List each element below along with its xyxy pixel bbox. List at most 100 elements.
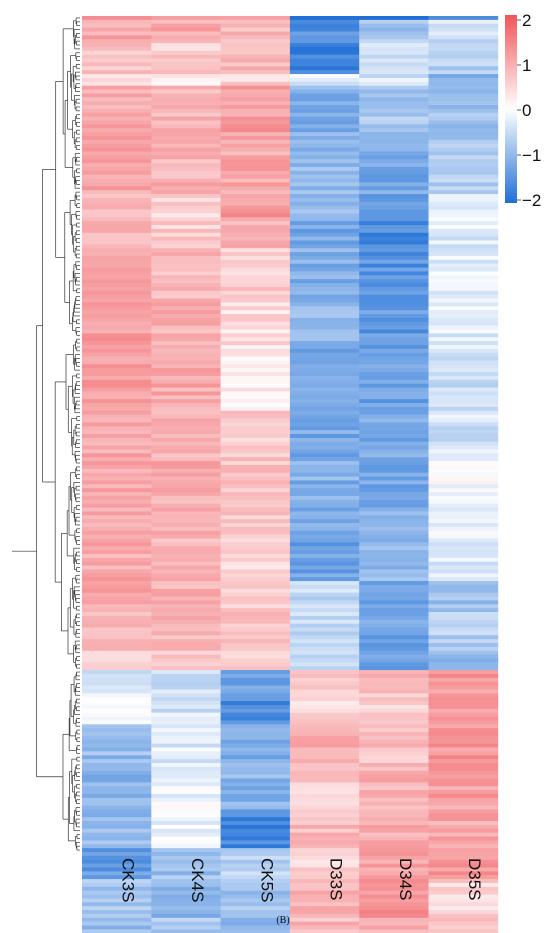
heatmap-cell [428, 426, 499, 431]
heatmap-cell [151, 732, 221, 737]
heatmap-cell [289, 430, 360, 435]
heatmap-cell [428, 863, 499, 868]
heatmap-cell [151, 16, 221, 21]
heatmap-cell [220, 337, 291, 342]
heatmap-cell [428, 499, 499, 505]
heatmap-cell [289, 255, 360, 261]
heatmap-cell [359, 213, 429, 218]
heatmap-cell [428, 666, 499, 671]
heatmap-cell [82, 689, 152, 694]
heatmap-cell [359, 762, 429, 768]
heatmap-cell [151, 863, 221, 868]
heatmap-cell [220, 391, 291, 396]
heatmap-cell [359, 530, 429, 536]
heatmap-cell [151, 670, 221, 675]
color-legend: 2 1 0 −1 −2 [505, 11, 541, 210]
heatmap-cell [220, 534, 291, 539]
heatmap-cell [151, 681, 221, 686]
heatmap-cell [359, 283, 429, 288]
heatmap-cell [151, 828, 221, 834]
heatmap-cell [359, 588, 429, 594]
heatmap-cell [82, 434, 152, 439]
heatmap-cell [428, 867, 499, 872]
heatmap-cell [151, 379, 221, 385]
heatmap-cell [151, 283, 221, 288]
heatmap-cell [289, 228, 360, 234]
heatmap-cell [220, 898, 291, 903]
heatmap-cell [82, 430, 152, 435]
heatmap-cell [289, 639, 360, 644]
heatmap-cell [359, 344, 429, 350]
heatmap-cell [428, 97, 499, 102]
heatmap-cell [220, 194, 291, 199]
heatmap-cell [289, 290, 360, 296]
heatmap-cell [220, 221, 291, 226]
heatmap-cell [151, 534, 221, 539]
heatmap-cell [220, 871, 291, 876]
heatmap-cell [428, 422, 499, 427]
heatmap-cell [428, 135, 499, 141]
heatmap-cell [151, 190, 221, 195]
heatmap-cell [428, 809, 499, 814]
heatmap-cell [428, 209, 499, 214]
heatmap-cell [359, 348, 429, 354]
heatmap-cell [428, 348, 499, 354]
heatmap-cell [428, 592, 499, 597]
heatmap-cell [220, 19, 291, 25]
heatmap-cell [359, 70, 429, 75]
heatmap-cell [359, 852, 429, 857]
heatmap-cell [359, 437, 429, 443]
heatmap-cell [359, 646, 429, 652]
heatmap-cell [82, 724, 152, 729]
heatmap-cell [220, 813, 291, 818]
heatmap-cell [220, 457, 291, 462]
heatmap-cell [220, 201, 291, 207]
heatmap-cell [82, 612, 152, 617]
heatmap-cell [359, 913, 429, 919]
heatmap-cell [289, 503, 360, 508]
heatmap-cell [359, 457, 429, 462]
heatmap-cell [151, 344, 221, 350]
heatmap-cell [428, 387, 499, 392]
heatmap-cell [289, 584, 360, 590]
heatmap-cell [151, 879, 221, 884]
heatmap-cell [428, 178, 499, 183]
heatmap-cell [82, 46, 152, 52]
heatmap-cell [220, 163, 291, 168]
heatmap-cell [428, 639, 499, 644]
heatmap-cell [82, 135, 152, 141]
heatmap-cell [82, 426, 152, 431]
heatmap-cell [220, 805, 291, 810]
heatmap-cell [151, 50, 221, 56]
heatmap-cell [82, 81, 152, 87]
heatmap-cell [220, 46, 291, 52]
heatmap-cell [428, 615, 499, 621]
heatmap-cell [428, 797, 499, 803]
heatmap-cell [359, 844, 429, 849]
heatmap-cell [428, 329, 499, 334]
heatmap-cell [151, 267, 221, 272]
heatmap-cell [359, 166, 429, 172]
heatmap-cell [82, 50, 152, 56]
heatmap-cell [359, 174, 429, 179]
heatmap-cell [82, 735, 152, 741]
heatmap-cell [82, 31, 152, 36]
heatmap-cell [428, 333, 499, 338]
heatmap-cell [428, 697, 499, 702]
heatmap-cell [359, 77, 429, 83]
heatmap-cell [151, 337, 221, 342]
heatmap-cell [428, 70, 499, 75]
heatmap-cell [359, 116, 429, 121]
heatmap-cell [289, 139, 360, 145]
heatmap-cell [220, 190, 291, 195]
heatmap-cell [151, 97, 221, 102]
heatmap-cell [82, 464, 152, 470]
heatmap-cell [359, 697, 429, 702]
heatmap-cell [359, 329, 429, 334]
heatmap-cell [151, 852, 221, 857]
heatmap-cell [220, 681, 291, 686]
heatmap-cell [428, 302, 499, 307]
heatmap-cell [289, 35, 360, 40]
heatmap-cell [359, 434, 429, 439]
heatmap-cell [151, 178, 221, 183]
